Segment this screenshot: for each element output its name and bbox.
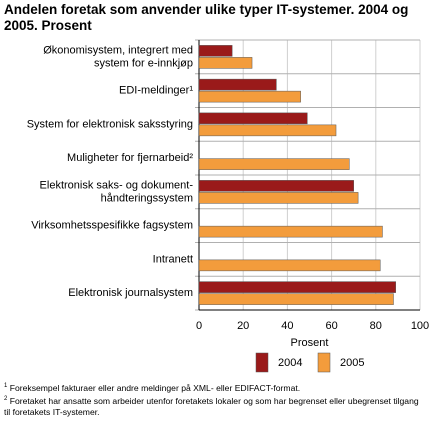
- bar: [198, 45, 233, 57]
- y-tick-label: Muligheter for fjernarbeid²: [67, 152, 193, 164]
- x-tick-label: 60: [325, 320, 337, 332]
- bar: [198, 225, 383, 238]
- bar: [198, 192, 359, 204]
- footnote-marker: 1: [4, 383, 8, 389]
- legend-label: 2004: [278, 357, 302, 369]
- y-tick-label: System for elektronisk saksstyring: [27, 118, 193, 130]
- footnote: 1 Foreksempel fakturaer eller andre meld…: [4, 381, 426, 394]
- bar: [198, 180, 354, 192]
- chart-title: Andelen foretak som anvender ulike typer…: [4, 2, 409, 33]
- footnote-text: Foretaket har ansatte som arbeider utenf…: [4, 395, 419, 417]
- bar: [198, 293, 394, 305]
- x-tick-label: 20: [237, 320, 249, 332]
- y-tick-label: Økonomisystem, integrert med: [43, 44, 193, 56]
- footnotes: 1 Foreksempel fakturaer eller andre meld…: [4, 381, 426, 418]
- bar: [198, 158, 350, 170]
- legend-swatch: [317, 352, 331, 373]
- bar: [198, 90, 301, 103]
- bar: [198, 57, 253, 69]
- y-tick-label: Elektronisk journalsystem: [68, 287, 193, 299]
- x-tick-label: 40: [281, 320, 293, 332]
- y-tick-label: Intranett: [153, 253, 193, 265]
- bar: [198, 259, 381, 272]
- y-tick-label: håndteringssystem: [101, 192, 193, 204]
- footnote: 2 Foretaket har ansatte som arbeider ute…: [4, 394, 426, 418]
- legend-swatch: [255, 352, 269, 373]
- y-tick-label: Elektronisk saks- og dokument-: [40, 179, 194, 191]
- bar: [198, 124, 337, 137]
- footnote-marker: 2: [4, 395, 8, 402]
- y-tick-label: system for e-innkjøp: [94, 57, 193, 69]
- x-tick-label: 80: [370, 320, 382, 332]
- chart: 0 20 40 60 80 100 Prosent Økonomisystem, integr…: [27, 39, 429, 373]
- y-tick-label: EDI-meldinger¹: [119, 85, 193, 97]
- legend-label: 2005: [340, 357, 364, 369]
- y-tick-label: Virksomhetsspesifikke fagsystem: [31, 220, 193, 232]
- x-tick-label: 0: [196, 320, 202, 332]
- bar: [198, 112, 308, 125]
- bar: [198, 78, 277, 91]
- footnote-text: Foreksempel fakturaer eller andre meldin…: [9, 382, 301, 393]
- x-axis-label: Prosent: [291, 337, 329, 349]
- x-tick-label: 100: [411, 320, 429, 332]
- bar: [198, 281, 396, 293]
